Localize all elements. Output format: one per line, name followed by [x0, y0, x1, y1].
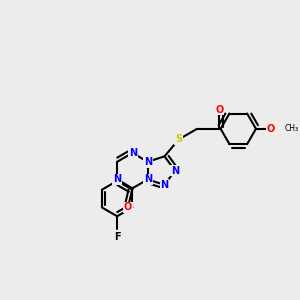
Text: O: O [266, 124, 275, 134]
Text: N: N [144, 174, 152, 184]
Text: CH₃: CH₃ [284, 124, 298, 133]
Text: S: S [175, 134, 182, 144]
Text: N: N [113, 174, 121, 184]
Text: N: N [144, 157, 152, 167]
Text: O: O [124, 202, 132, 212]
Text: N: N [160, 180, 169, 190]
Text: F: F [114, 232, 121, 242]
Text: O: O [215, 105, 223, 115]
Text: N: N [171, 166, 179, 176]
Text: N: N [129, 148, 137, 158]
